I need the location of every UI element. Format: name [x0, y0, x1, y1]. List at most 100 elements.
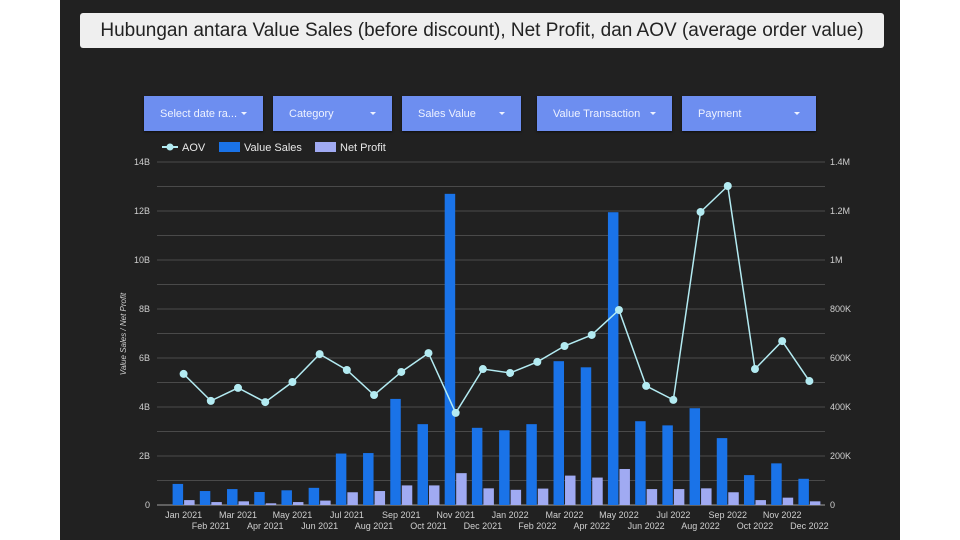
y-axis-left: 0 2B 4B 6B 8B 10B 12B 14B: [134, 157, 150, 510]
net-profit-bar: [565, 475, 576, 505]
x-tick-label: Aug 2022: [681, 521, 720, 531]
value-sales-bar: [227, 489, 238, 505]
filter-label: Select date ra...: [160, 107, 238, 120]
value-sales-bar: [662, 425, 673, 505]
x-tick-label: Mar 2022: [546, 510, 584, 520]
x-tick-label: May 2022: [599, 510, 639, 520]
value-sales-bar: [607, 212, 619, 505]
x-tick-label: Aug 2021: [355, 521, 394, 531]
y-right-tick-label: 600K: [830, 353, 851, 363]
aov-point: [424, 349, 433, 358]
legend-value-sales[interactable]: Value Sales: [219, 142, 302, 154]
value-sales-bar: [172, 483, 184, 505]
legend-label: Value Sales: [244, 142, 302, 154]
x-tick-label: Feb 2021: [192, 521, 230, 531]
gridlines: [157, 161, 825, 506]
value-sales-bar: [553, 361, 565, 505]
aov-point: [397, 367, 406, 376]
x-tick-label: Feb 2022: [518, 521, 556, 531]
aov-point: [288, 378, 297, 387]
value-sales-bar: [798, 478, 809, 505]
net-profit-bar: [238, 501, 250, 505]
value-sales-bar: [716, 438, 728, 505]
category-filter[interactable]: Category: [273, 96, 392, 131]
value-sales-bar: [199, 491, 211, 505]
date-range-filter[interactable]: Select date ra...: [144, 96, 263, 131]
value-sales-bar: [526, 424, 537, 505]
y-right-tick-label: 1.2M: [830, 206, 850, 216]
aov-point: [206, 396, 215, 405]
legend-net-profit[interactable]: Net Profit: [315, 142, 386, 154]
legend-label: Net Profit: [340, 142, 386, 154]
x-tick-label: Dec 2022: [790, 521, 829, 531]
aov-point: [506, 368, 515, 377]
aov-point: [478, 365, 487, 374]
x-tick-label: Sep 2021: [382, 510, 421, 520]
caret-down-icon: [241, 112, 247, 115]
caret-down-icon: [650, 112, 656, 115]
filter-label: Category: [289, 107, 334, 120]
aov-point: [723, 182, 732, 191]
aov-point: [261, 398, 270, 407]
value-sales-bar: [335, 453, 347, 505]
value-sales-bar: [580, 367, 592, 505]
net-profit-bar: [728, 492, 739, 505]
y-right-tick-label: 400K: [830, 402, 851, 412]
net-profit-bar: [592, 477, 603, 505]
value-sales-bar: [281, 490, 292, 505]
caret-down-icon: [370, 112, 376, 115]
y-right-tick-label: 800K: [830, 304, 851, 314]
aov-point: [370, 390, 379, 399]
filter-label: Sales Value: [418, 107, 476, 120]
x-tick-label: Nov 2021: [436, 510, 475, 520]
aov-point: [614, 305, 623, 314]
aov-point: [315, 350, 324, 359]
aov-point: [642, 381, 651, 390]
net-profit-bar: [320, 500, 331, 505]
net-profit-bar: [755, 500, 766, 505]
x-tick-label: Sep 2022: [708, 510, 747, 520]
page-title: Hubungan antara Value Sales (before disc…: [80, 13, 884, 48]
net-profit-bar: [211, 502, 222, 505]
aov-point: [179, 369, 188, 378]
line-swatch-dot-icon: [166, 143, 174, 151]
legend-aov[interactable]: AOV: [162, 142, 206, 154]
x-tick-label: Dec 2021: [464, 521, 503, 531]
y-right-tick-label: 1M: [830, 255, 843, 265]
bar-swatch-icon: [315, 142, 336, 152]
aov-point: [696, 207, 705, 216]
y-tick-label: 12B: [134, 206, 150, 216]
value-sales-bar: [771, 463, 782, 505]
value-sales-bar: [689, 408, 701, 505]
value-sales-bar: [390, 398, 401, 505]
value-sales-bar: [363, 453, 374, 505]
y-tick-label: 14B: [134, 157, 150, 167]
aov-point: [234, 383, 243, 392]
bars: [172, 193, 821, 505]
y-axis-title: Value Sales / Net Profit: [119, 292, 128, 375]
y-tick-label: 8B: [139, 304, 150, 314]
net-profit-bar: [401, 485, 413, 505]
y-tick-label: 0: [145, 500, 150, 510]
payment-filter[interactable]: Payment: [682, 96, 816, 131]
net-profit-bar: [456, 473, 467, 505]
caret-down-icon: [794, 112, 800, 115]
x-tick-label: Oct 2021: [410, 521, 447, 531]
net-profit-bar: [646, 489, 658, 505]
x-tick-label: Apr 2021: [247, 521, 284, 531]
x-tick-label: May 2021: [273, 510, 313, 520]
x-tick-label: Jul 2022: [656, 510, 690, 520]
aov-point: [669, 395, 678, 404]
x-tick-label: Oct 2022: [737, 521, 774, 531]
net-profit-bar: [483, 488, 494, 505]
value-transaction-filter[interactable]: Value Transaction: [537, 96, 672, 131]
net-profit-bar: [510, 489, 522, 505]
value-sales-bar: [308, 487, 320, 505]
aov-point: [750, 365, 759, 374]
value-sales-bar: [499, 430, 510, 505]
sales-value-filter[interactable]: Sales Value: [402, 96, 521, 131]
value-sales-bar: [444, 193, 456, 505]
y-right-tick-label: 0: [830, 500, 835, 510]
aov-point: [805, 377, 814, 386]
